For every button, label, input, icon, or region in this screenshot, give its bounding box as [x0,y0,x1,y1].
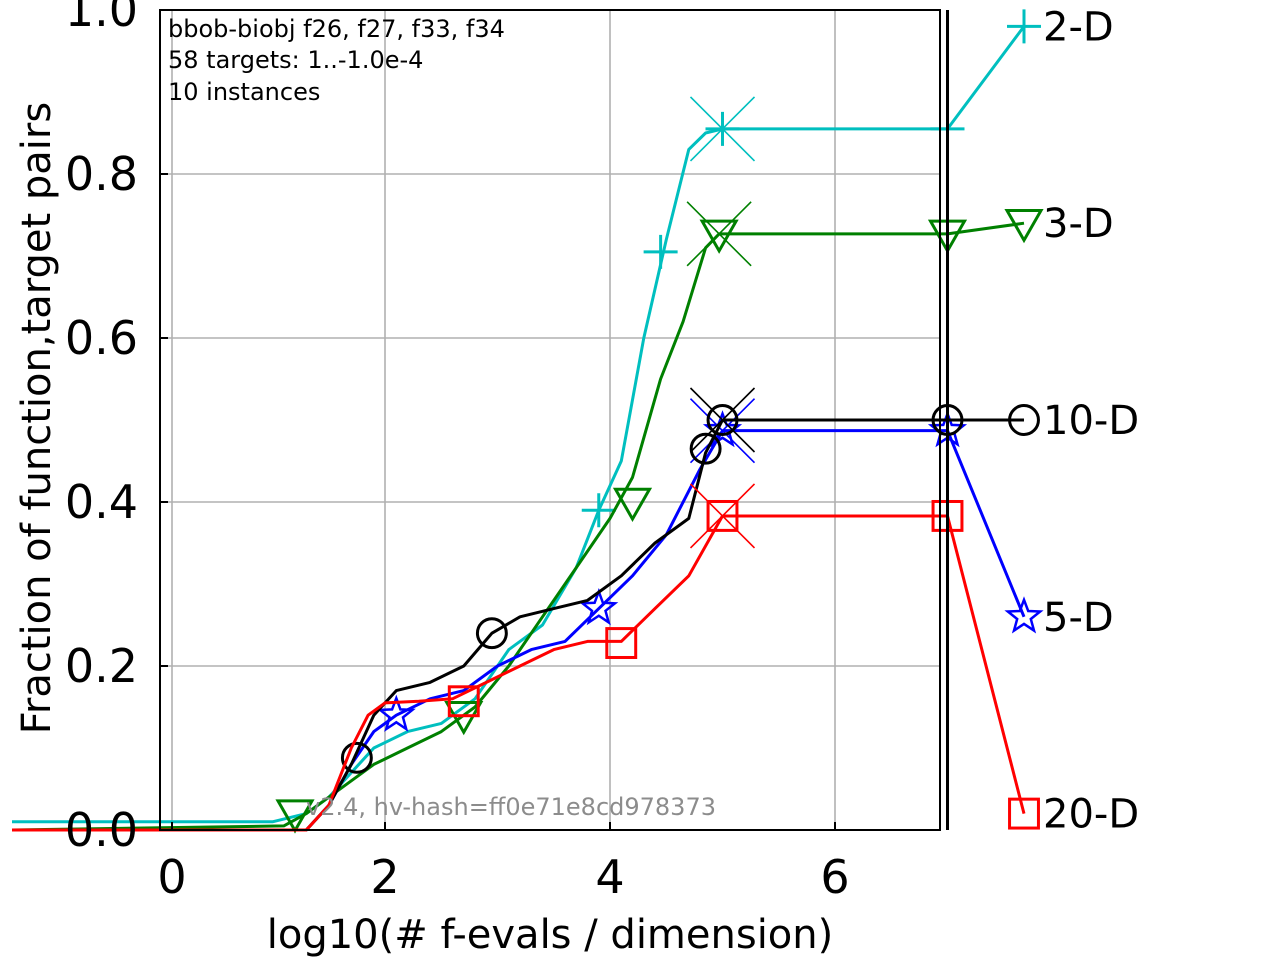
y-tick-label: 0.2 [65,639,138,693]
info-line-2: 58 targets: 1..-1.0e-4 [168,46,423,74]
x-tick-label: 2 [370,850,399,904]
series-marker-20-d [447,685,480,718]
legend: 2-D 3-D 5-D 10-D 20-D [1004,4,1139,838]
series-line-20-d [12,515,724,832]
info-line-3: 10 instances [168,78,320,106]
legend-item-10-d: 10-D [1008,398,1139,444]
series-end-cross-10-d [689,387,756,453]
version-watermark: v2.4, hv-hash=ff0e71e8cd978373 [306,793,716,821]
series-marker-10-d [689,432,722,465]
x-axis-label: log10(# f-evals / dimension) [267,912,834,958]
x-tick-label: 4 [595,850,624,904]
series-marker-3-d [699,219,739,254]
legend-item-3-d: 3-D [1004,201,1114,247]
legend-marker-10-d [1008,404,1040,436]
series-extension-2-d [722,25,1026,131]
legend-marker-3-d [1004,208,1044,244]
y-axis-label: Fraction of function,target pairs [14,102,60,734]
x-tick-label: 6 [820,850,849,904]
series-layer [11,10,1026,834]
series-marker-2-d [705,111,740,146]
series-10-d [12,387,1024,832]
y-tick-label: 0.4 [65,475,138,529]
legend-item-5-d: 5-D [1004,595,1114,641]
series-3-d [11,201,1025,834]
series-marker-3-d [444,700,484,736]
series-marker-3-d [275,799,315,834]
series-marker-5-d [579,588,619,626]
series-marker-20-d [605,627,638,659]
y-tick-label: 1.0 [65,0,138,37]
series-marker-3-d [612,487,653,523]
info-line-1: bbob-biobj f26, f27, f33, f34 [168,15,505,43]
series-5-d [12,398,1026,832]
series-marker-5-d [376,694,416,732]
legend-label-20-d: 20-D [1043,792,1139,838]
legend-label-10-d: 10-D [1043,398,1139,444]
legend-marker-5-d [1004,596,1044,634]
series-marker-10-d [340,741,373,774]
series-line-3-d [11,232,721,832]
legend-label-5-d: 5-D [1043,595,1114,641]
series-extension-20-d [722,514,1026,814]
series-marker-20-d [706,499,739,532]
series-end-cross-5-d [689,398,756,464]
y-tick-label: 0.8 [65,147,138,201]
ticks: 0 2 4 6 0.0 0.2 0.4 0.6 0.8 1.0 [65,0,941,904]
legend-marker-2-d [1007,9,1041,44]
series-extension-5-d [722,429,1026,618]
plot-frame [159,9,941,831]
legend-item-20-d: 20-D [1008,792,1139,838]
grid [160,10,940,830]
series-line-10-d [12,419,724,832]
series-marker-2-d [581,493,616,528]
legend-label-3-d: 3-D [1043,201,1114,247]
x-tick-label: 0 [157,850,186,904]
legend-marker-20-d [1008,797,1040,830]
series-marker-2-d [643,234,678,269]
series-marker-10-d [706,404,739,436]
legend-label-2-d: 2-D [1043,4,1114,50]
y-tick-label: 0.0 [65,803,138,857]
series-end-cross-3-d [686,201,752,267]
series-end-cross-20-d [689,483,756,549]
series-extension-3-d [719,221,1025,236]
series-2-d [12,25,1026,824]
y-tick-label: 0.6 [65,311,138,365]
legend-item-2-d: 2-D [1007,4,1114,50]
series-marker-10-d [475,617,508,650]
